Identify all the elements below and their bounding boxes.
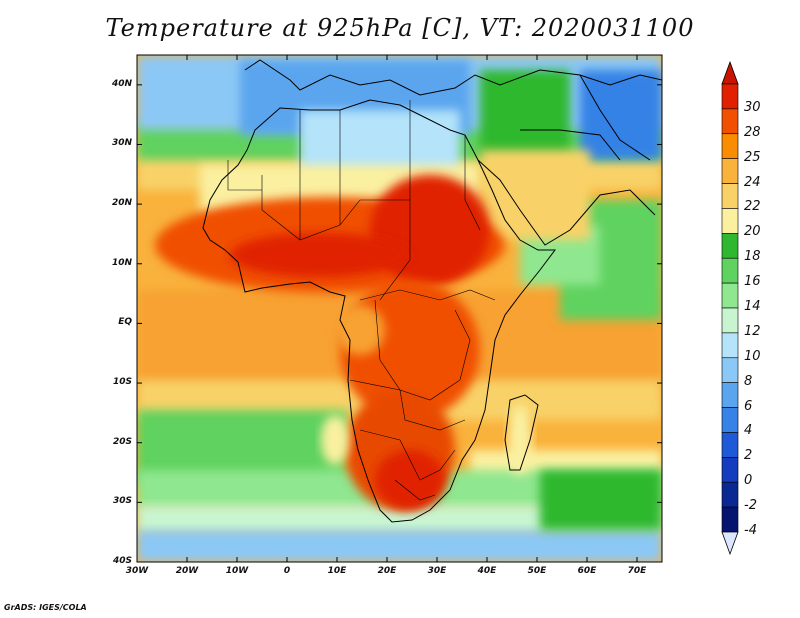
lat-label: 30N [111,138,132,149]
colorbar-label: 16 [744,274,761,290]
lon-label: 30E [427,566,447,576]
grads-credit: GrADS: IGES/COLA [4,603,87,612]
axis-ticks [136,55,662,563]
colorbar-label: 14 [744,299,761,314]
colorbar-swatch [721,432,739,458]
colorbar-swatch [721,108,739,135]
colorbar-bottom-arrow [721,531,739,556]
lon-label: 10W [225,566,249,576]
colorbar-label: 4 [744,423,753,439]
colorbar-top-arrow [721,60,739,85]
colorbar-swatch [721,307,739,334]
colorbar-swatch [721,506,739,533]
colorbar-swatch [721,158,739,184]
colorbar-label: 20 [744,224,761,240]
colorbar-label: 6 [744,398,753,414]
lat-label: 40S [112,556,132,566]
colorbar-swatch [721,457,739,483]
lon-label: 70E [627,566,647,576]
temperature-field [137,55,662,562]
country-borders [227,100,496,501]
lat-label: 20S [112,436,132,447]
lon-label: 60E [577,566,597,576]
lon-label: 50E [527,566,547,576]
colorbar-label: -2 [744,498,757,514]
colorbar-swatch [721,481,739,508]
colorbar-swatch [721,282,739,309]
map-title: Temperature at 925hPa [C], VT: 202003110… [105,14,695,42]
colorbar-swatch [721,382,739,408]
lat-label: EQ [118,317,132,328]
colorbar-swatch [721,133,739,159]
lat-label: 20N [111,198,132,209]
colorbar-label: 18 [744,249,761,265]
colorbar-label: 28 [744,124,761,140]
colorbar-label: 30 [744,99,761,115]
colorbar-swatch [721,357,739,383]
colorbar-swatch [721,233,739,259]
colorbar-swatch [721,257,739,284]
colorbar-swatch [721,183,739,209]
lon-label: 10E [327,566,347,576]
colorbar-label: 8 [744,373,753,389]
colorbar [721,60,739,556]
colorbar-label: 10 [744,348,761,364]
colorbar-label: -4 [744,523,757,538]
lat-label: 10N [111,257,132,268]
colorbar-swatch [721,407,739,433]
coastlines [202,59,662,523]
colorbar-label: 12 [744,323,761,339]
colorbar-swatch [721,83,739,110]
map-frame [136,54,663,563]
lat-label: 40N [111,78,132,89]
lon-label: 40E [477,566,497,576]
lon-label: 20E [377,566,397,576]
colorbar-label: 24 [744,174,761,190]
lat-label: 30S [112,496,132,507]
lon-label: 20W [175,566,199,576]
colorbar-label: 25 [744,149,761,165]
lon-label: 30W [125,566,149,576]
colorbar-swatch [721,208,739,234]
lat-label: 10S [112,377,132,388]
lon-label: 0 [283,566,291,576]
colorbar-label: 0 [744,473,753,489]
colorbar-label: 22 [744,199,761,215]
colorbar-label: 2 [744,448,753,464]
colorbar-swatch [721,332,739,359]
